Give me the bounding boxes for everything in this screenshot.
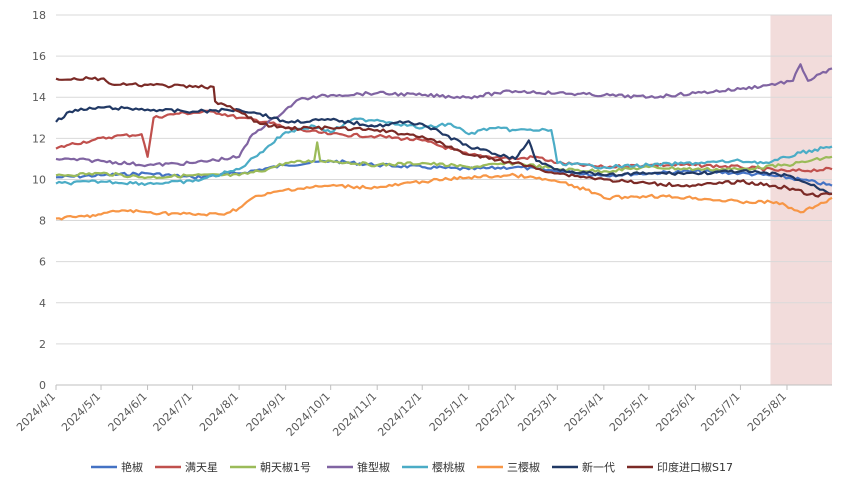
series-line-8 (55, 76, 833, 198)
y-tick-label: 0 (39, 379, 46, 392)
y-tick-label: 14 (32, 91, 46, 104)
x-tick-label: 2025/1/1 (427, 390, 471, 434)
legend-label: 满天星 (185, 461, 218, 474)
legend-label: 锥型椒 (357, 460, 390, 474)
y-tick-label: 18 (32, 9, 46, 22)
x-tick-label: 2024/8/1 (197, 390, 241, 434)
legend-label: 樱桃椒 (432, 460, 465, 474)
series-line-4 (55, 63, 833, 168)
x-tick-label: 2025/7/1 (698, 390, 742, 434)
x-tick-label: 2025/2/1 (473, 390, 517, 434)
x-tick-label: 2025/4/1 (562, 390, 606, 434)
series-line-5 (55, 117, 833, 186)
x-tick-label: 2024/11/1 (330, 390, 379, 439)
y-tick-label: 12 (32, 132, 46, 145)
x-tick-label: 2024/12/1 (375, 390, 424, 439)
legend-label: 新一代 (582, 460, 615, 474)
series-line-6 (55, 172, 833, 221)
x-tick-label: 2025/3/1 (515, 390, 559, 434)
y-tick-label: 4 (39, 297, 46, 310)
series-line-2 (55, 109, 833, 173)
legend-label: 三樱椒 (507, 460, 540, 474)
series-line-7 (55, 105, 833, 195)
x-tick-label: 2024/10/1 (284, 390, 333, 439)
x-tick-label: 2024/5/1 (59, 390, 103, 434)
x-tick-label: 2024/4/1 (14, 390, 58, 434)
y-tick-label: 16 (32, 50, 46, 63)
x-tick-label: 2025/6/1 (653, 390, 697, 434)
x-tick-label: 2025/8/1 (745, 390, 789, 434)
y-tick-label: 2 (39, 338, 46, 351)
legend-label: 印度进口椒S17 (657, 460, 733, 474)
y-tick-label: 6 (39, 256, 46, 269)
legend-label: 艳椒 (121, 460, 143, 474)
highlight-band (770, 15, 832, 385)
x-tick-label: 2024/9/1 (244, 390, 288, 434)
x-tick-label: 2025/5/1 (607, 390, 651, 434)
series-line-3 (55, 141, 833, 180)
y-tick-label: 10 (32, 173, 46, 186)
legend-label: 朝天椒1号 (260, 460, 311, 474)
y-tick-label: 8 (39, 215, 46, 228)
x-tick-label: 2024/7/1 (151, 390, 195, 434)
x-tick-label: 2024/6/1 (106, 390, 150, 434)
